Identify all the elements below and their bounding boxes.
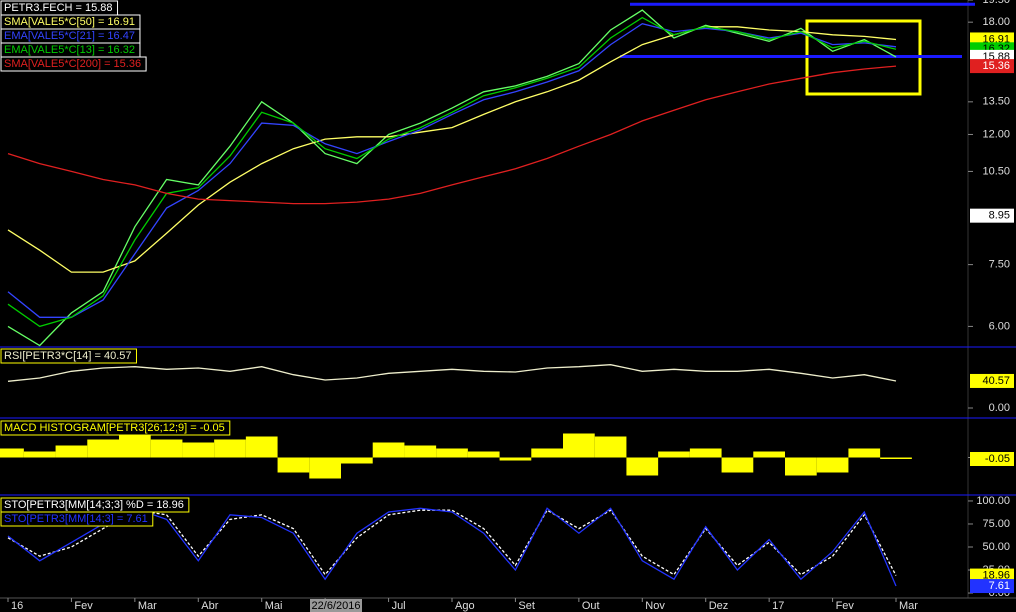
histogram-bar	[880, 457, 912, 459]
histogram-bar	[499, 457, 532, 461]
histogram-bar	[816, 457, 849, 473]
y-tick-label: 0.00	[989, 402, 1010, 414]
histogram-bar	[658, 451, 690, 458]
histogram-bar	[309, 457, 341, 479]
histogram-bar	[214, 439, 246, 458]
histogram-bar	[594, 436, 627, 458]
histogram-bar	[372, 442, 405, 458]
price-tag	[970, 579, 1014, 594]
x-tick-label: Ago	[455, 600, 475, 612]
legend-entry: SMA[VALE5*C[200] = 15.36	[4, 58, 141, 70]
y-tick-label: 7.50	[989, 259, 1010, 271]
legend-box	[0, 420, 231, 436]
histogram-bar	[55, 445, 88, 458]
x-tick-label: Abr	[201, 600, 218, 612]
y-tick-label: 6.00	[989, 320, 1010, 332]
price-tag-label: 7.61	[989, 580, 1010, 592]
legend-entry: EMA[VALE5*C[13] = 16.32	[4, 44, 135, 56]
histogram-bar	[245, 436, 278, 458]
legend-box	[0, 511, 154, 527]
price-tag-label: 18.96	[982, 569, 1010, 581]
price-tag-label: 15.36	[982, 60, 1010, 72]
price-tag-label: 8.95	[989, 210, 1010, 222]
x-tick-label: 16	[11, 600, 23, 612]
y-tick-label: 50.00	[982, 541, 1010, 553]
x-tick-label: 17	[772, 600, 784, 612]
histogram-bar	[753, 451, 785, 458]
histogram-bar	[436, 448, 468, 458]
series-line	[7, 26, 897, 273]
legend-entry: STO[PETR3[MM[14;3] = 7.61	[4, 513, 148, 525]
x-tick-label: Dez	[709, 600, 729, 612]
x-tick-label: Mar	[138, 600, 157, 612]
histogram-bar	[277, 457, 310, 473]
y-tick-label: 13.50	[982, 96, 1010, 108]
legend-entry: MACD HISTOGRAM[PETR3[26;12;9] = -0.05	[4, 422, 225, 434]
histogram-bar	[626, 457, 659, 476]
legend-box	[0, 348, 137, 364]
series-line	[7, 364, 897, 382]
x-tick-label: Nov	[645, 600, 665, 612]
x-tick-label: Jul	[392, 600, 406, 612]
price-tag	[970, 59, 1014, 74]
histogram-bar	[467, 451, 500, 458]
histogram-bar	[721, 457, 754, 473]
histogram-bar	[785, 457, 817, 476]
histogram-bar	[341, 457, 373, 464]
histogram-bar	[182, 442, 215, 458]
histogram-bar	[23, 451, 56, 458]
legend-entry: PETR3.FECH = 15.88	[4, 2, 113, 14]
legend-entry: EMA[VALE5*C[21] = 16.47	[4, 30, 135, 42]
price-tag	[970, 208, 1014, 223]
legend-entry: STO[PETR3[MM[14;3;3] %D = 18.96	[4, 499, 184, 511]
legend-entry: RSI[PETR3*C[14] = 40.57	[4, 350, 131, 362]
series-line	[7, 65, 897, 205]
price-tag	[970, 452, 1014, 466]
price-tag	[970, 373, 1014, 388]
x-tick-label: Mar	[899, 600, 918, 612]
histogram-bar	[0, 448, 24, 458]
price-tag-label: -0.05	[985, 453, 1010, 465]
histogram-bar	[848, 448, 881, 458]
y-tick-label: 19.50	[982, 0, 1010, 6]
series-line	[7, 9, 897, 347]
x-tick-label: Mai	[265, 600, 283, 612]
legend-box	[0, 56, 147, 72]
y-tick-label: 10.50	[982, 165, 1010, 177]
histogram-bar	[150, 439, 183, 458]
y-tick-label: 12.00	[982, 128, 1010, 140]
histogram-bar	[87, 439, 119, 458]
y-tick-label: 100.00	[976, 495, 1010, 507]
series-line	[7, 509, 897, 576]
histogram-bar	[404, 445, 437, 458]
x-tick-label: Set	[518, 600, 535, 612]
legend-entry: SMA[VALE5*C[50] = 16.91	[4, 16, 135, 28]
cursor-label-box	[310, 599, 362, 612]
cursor-label: 22/6/2016	[312, 600, 361, 612]
x-tick-label: Out	[582, 600, 600, 612]
y-tick-label: 75.00	[982, 518, 1010, 530]
price-tag-label: 40.57	[982, 375, 1010, 387]
histogram-bar	[531, 448, 563, 458]
series-line	[7, 507, 897, 587]
series-line	[7, 16, 897, 328]
x-tick-label: Fev	[74, 600, 93, 612]
histogram-bar	[689, 448, 722, 458]
x-tick-label: Fev	[836, 600, 855, 612]
y-tick-label: 18.00	[982, 16, 1010, 28]
histogram-bar	[563, 433, 595, 458]
